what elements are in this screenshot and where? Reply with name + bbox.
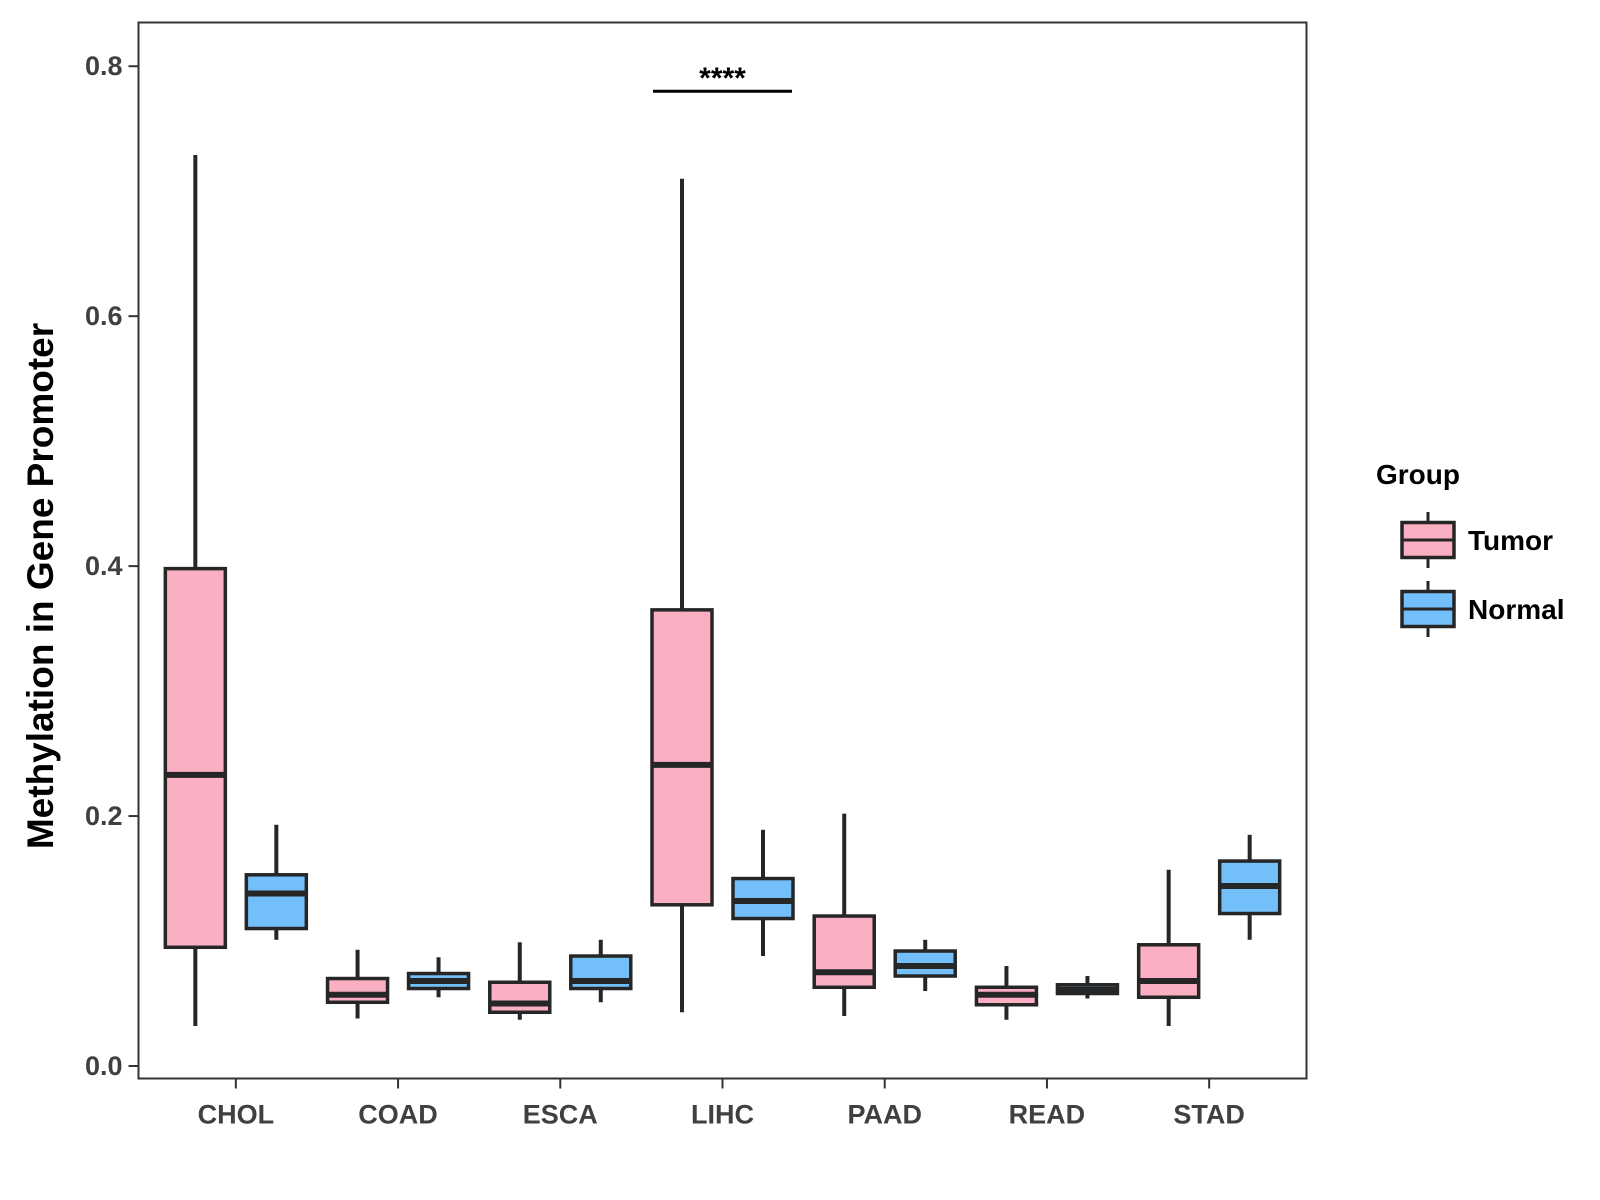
box-body bbox=[650, 608, 714, 907]
y-tick-label: 0.0 bbox=[85, 1051, 123, 1081]
y-tick-label: 0.8 bbox=[85, 51, 123, 81]
y-tick-label: 0.4 bbox=[85, 551, 123, 581]
y-axis-label: Methylation in Gene Promoter bbox=[20, 323, 61, 849]
box-tumor-chol bbox=[163, 154, 228, 1027]
x-tick-label: CHOL bbox=[198, 1100, 275, 1130]
axes: 0.0 0.2 0.4 0.6 0.8 CHOL COAD ESCA LIHC PAAD READ S… bbox=[85, 51, 1245, 1129]
box-tumor-stad bbox=[1136, 869, 1201, 1027]
legend-label: Tumor bbox=[1468, 525, 1553, 556]
box-tumor-coad bbox=[325, 949, 390, 1019]
x-tick-label: READ bbox=[1009, 1100, 1086, 1130]
box-normal-coad bbox=[406, 957, 471, 998]
box-normal-paad bbox=[893, 939, 957, 992]
box-body bbox=[163, 566, 228, 950]
box-body bbox=[488, 980, 552, 1015]
x-tick-label: STAD bbox=[1173, 1100, 1245, 1130]
box-body bbox=[244, 873, 309, 931]
legend: Group Tumor Normal bbox=[1376, 459, 1564, 637]
box-tumor-read bbox=[974, 966, 1039, 1020]
box-normal-lihc bbox=[731, 829, 795, 957]
x-tick-label: COAD bbox=[358, 1100, 438, 1130]
x-tick-label: LIHC bbox=[691, 1100, 754, 1130]
box-tumor-paad bbox=[812, 813, 876, 1017]
plot-area: **** bbox=[163, 62, 1282, 1027]
y-tick-label: 0.6 bbox=[85, 301, 123, 331]
box-body bbox=[812, 914, 876, 990]
box-tumor-lihc bbox=[650, 178, 714, 1013]
legend-item-tumor: Tumor bbox=[1400, 512, 1553, 568]
significance-label: **** bbox=[699, 62, 746, 95]
box-normal-read bbox=[1055, 976, 1120, 999]
box-tumor-esca bbox=[488, 942, 552, 1020]
box-body bbox=[325, 976, 390, 1005]
x-tick-label: PAAD bbox=[847, 1100, 922, 1130]
box-body bbox=[1136, 943, 1201, 1000]
x-tick-label: ESCA bbox=[523, 1100, 598, 1130]
box-normal-chol bbox=[244, 824, 309, 940]
legend-title: Group bbox=[1376, 459, 1460, 490]
box-normal-esca bbox=[569, 939, 633, 1003]
legend-item-normal: Normal bbox=[1400, 581, 1564, 637]
y-tick-label: 0.2 bbox=[85, 801, 123, 831]
legend-label: Normal bbox=[1468, 594, 1564, 625]
box-normal-stad bbox=[1217, 834, 1282, 940]
